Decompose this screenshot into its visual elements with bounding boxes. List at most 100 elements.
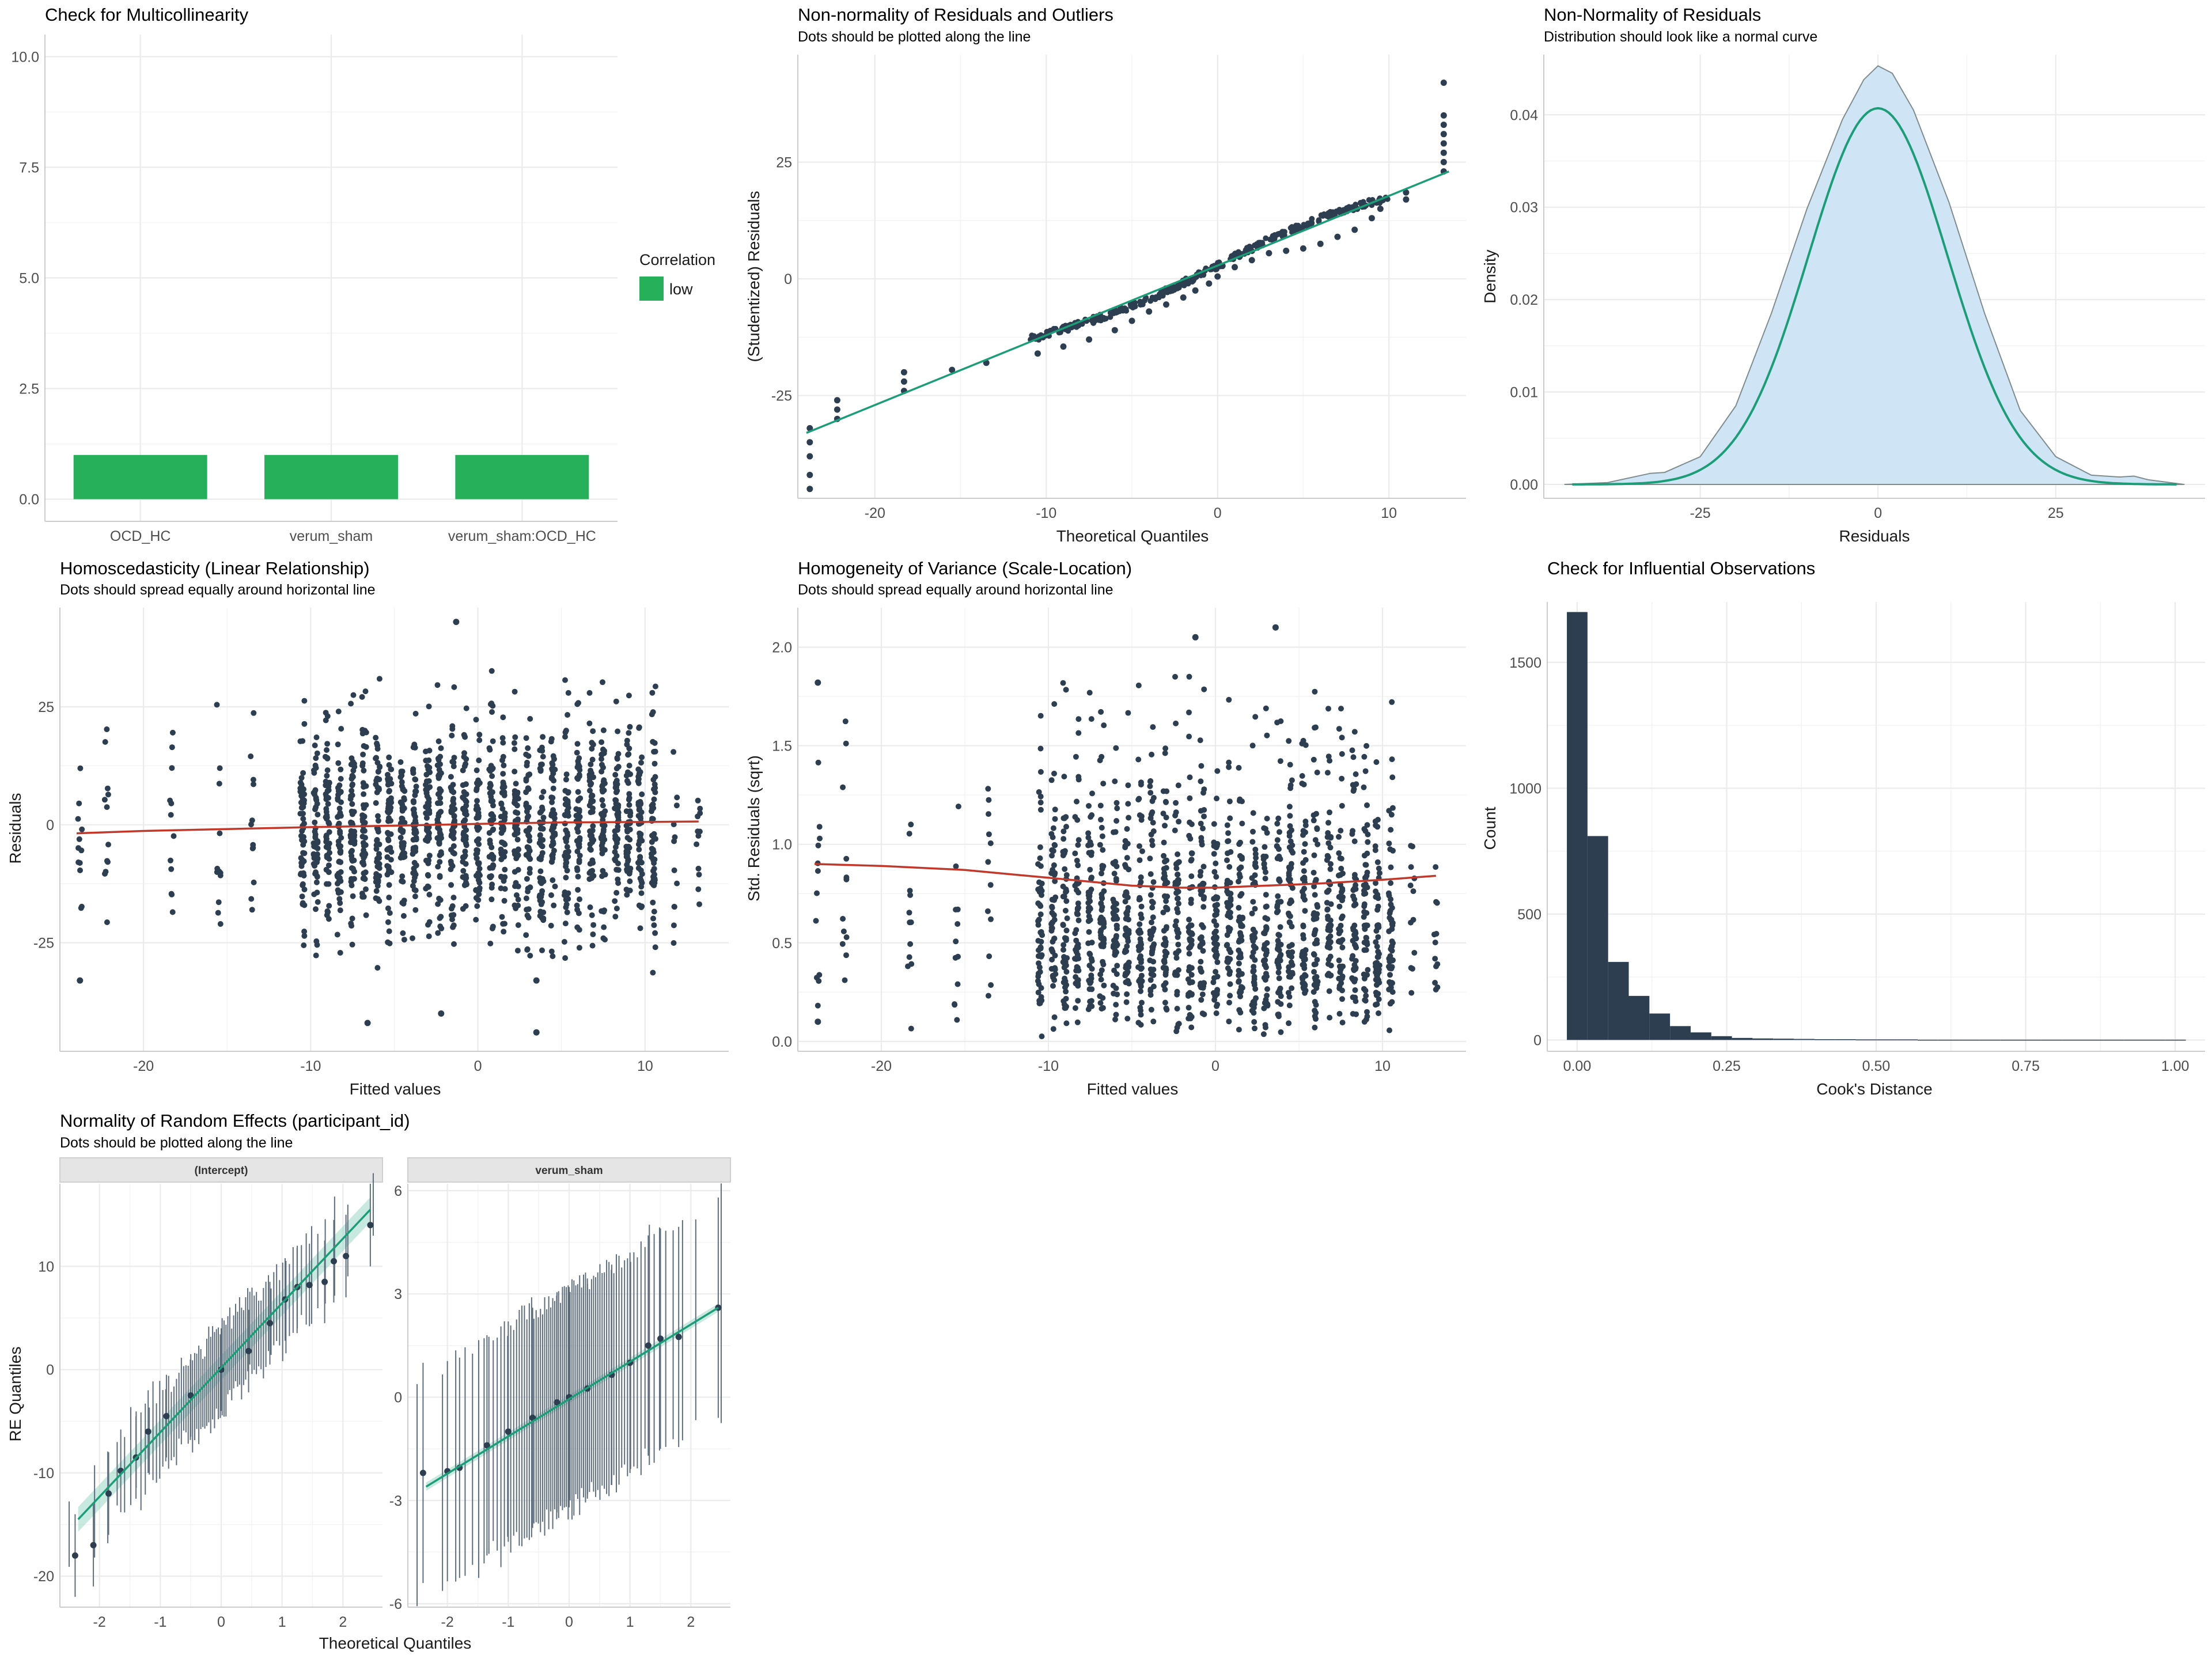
homo-point-c7 [1060,922,1066,929]
lin-point-c29 [602,872,608,878]
homo-point-c16 [1175,888,1181,895]
homo-point-c24 [1276,975,1282,982]
lin-point-c5 [298,863,305,869]
homo-point-c23 [1263,705,1269,711]
lin-point-c17 [449,726,456,732]
homo-point-c3 [955,953,961,960]
homo-point-c30 [1350,938,1356,944]
homo-point-c10 [1100,781,1107,787]
homo-point-c18 [1201,1011,1207,1017]
cook-bar-10 [1773,1039,1794,1040]
lin-point-c9 [350,759,356,765]
homo-point-c19 [1214,959,1221,965]
lin-point-c15 [423,837,429,843]
lin-point-c30 [614,787,620,794]
homo-point-c14 [1147,871,1154,877]
homo-point-c14 [1147,855,1153,862]
lin-point-c1 [105,859,111,865]
xlabel-linearity: Fitted values [350,1080,441,1098]
re0-point-14 [321,1278,328,1285]
homo-point-c12 [1126,866,1132,873]
lin-point-c21 [498,885,504,892]
homo-point-c14 [1147,783,1153,789]
qq-point-33 [1377,206,1384,212]
homo-point-c27 [1311,852,1317,858]
dens-ytick-3: 0.03 [1510,200,1538,216]
homo-point-c10 [1097,842,1103,848]
lin-point-c22 [512,797,518,803]
homo-point-c14 [1148,933,1154,939]
homo-point-c6 [1051,842,1058,848]
lin-point-c9 [349,801,355,807]
homo-point-c1 [839,941,846,947]
re0-point-10 [267,1320,273,1327]
qq-point-19 [1163,301,1169,308]
lin-point-c21 [499,825,505,831]
homo-point-c14 [1147,815,1154,821]
lin-point-c3 [216,868,222,874]
lin-point-c16 [436,895,442,902]
lin-point-c14 [413,783,419,790]
lin-point-c4 [251,781,256,787]
homo-point-c12 [1122,949,1128,955]
homo-point-c31 [1361,986,1367,992]
lin-point-c35 [695,886,702,892]
qq-point-1 [806,472,813,478]
lin-point-c11 [376,676,382,682]
qq-point-14 [1060,343,1067,350]
lin-point-c24 [538,901,544,907]
homo-point-c27 [1313,1010,1319,1016]
lin-point-c28 [590,931,596,937]
lin-point-c5 [298,775,305,781]
homo-point-c31 [1361,903,1368,910]
lin-point-c20 [488,794,494,800]
lin-point-c11 [373,888,380,894]
lin-point-c21 [499,757,505,763]
homo-point-c32 [1373,939,1379,945]
homo-point-c25 [1289,899,1295,905]
homo-point-c19 [1212,993,1218,999]
re0-ytick-0: -20 [33,1569,54,1585]
qq-reference-line [806,170,1449,434]
qq-point-11 [949,366,956,373]
lin-point-c26 [563,835,570,842]
homo-point-c29 [1336,834,1342,840]
lin-point-c26 [562,889,568,895]
lin-point-c32 [636,806,642,813]
re0-xtick-1: -1 [154,1614,166,1630]
lin-point-c11 [376,786,382,793]
lin-point-c22 [512,688,518,695]
homo-point-c14 [1150,926,1157,932]
lin-point-c29 [599,850,605,857]
qq-point-7 [834,397,840,404]
lin-point-c34 [671,940,677,946]
qq-point-31 [1351,226,1358,233]
lin-point-c15 [426,764,433,771]
lin-point-c17 [451,813,457,820]
lin-point-c32 [635,813,642,819]
homo-point-c9 [1086,963,1093,969]
homo-point-c24 [1277,985,1283,991]
homo-point-c29 [1339,996,1345,1002]
lin-point-c28 [589,756,596,763]
lin-point-c29 [601,908,607,915]
homo-point-c34 [1410,888,1416,895]
homo-point-c32 [1373,822,1379,828]
lin-point-c7 [324,741,331,747]
homo-point-c33 [1387,953,1393,959]
homo-point-c21 [1239,820,1245,827]
homo-point-c31 [1363,743,1370,749]
lin-extreme-0 [453,619,460,626]
lin-point-c7 [325,881,332,887]
lin-point-c22 [513,892,520,898]
homo-xtick-0: -20 [871,1058,892,1074]
lin-point-c9 [348,828,354,834]
homo-point-c9 [1087,866,1093,873]
homo-point-c30 [1352,987,1358,993]
lin-point-c22 [512,734,518,740]
cook-bar-12 [1814,1039,1835,1040]
homo-xtick-3: 10 [1374,1058,1391,1074]
homo-point-c35 [1432,940,1438,946]
homo-point-c10 [1098,942,1104,948]
lin-point-c20 [487,873,493,880]
